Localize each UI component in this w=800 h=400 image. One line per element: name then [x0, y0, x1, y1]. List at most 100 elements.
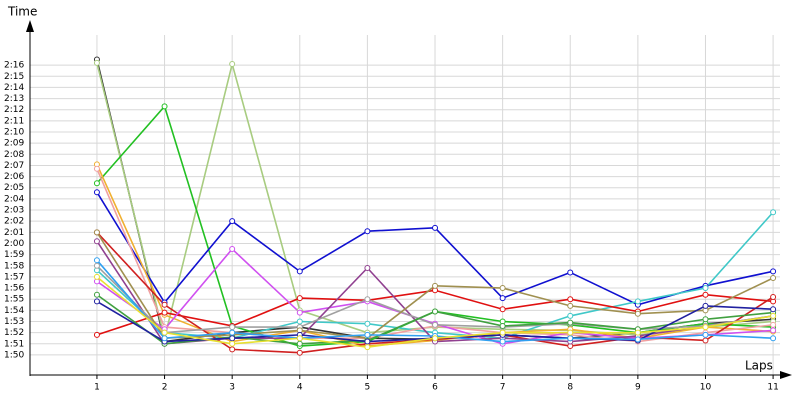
point: [364, 331, 371, 338]
y-tick-label: 2:04: [4, 194, 24, 204]
point: [702, 316, 709, 323]
y-tick-label: 2:03: [4, 206, 24, 216]
point: [229, 324, 236, 331]
y-tick-label: 1:52: [4, 328, 24, 338]
y-tick-label: 2:12: [4, 105, 24, 115]
point: [499, 295, 506, 302]
y-tick-label: 2:16: [4, 61, 24, 71]
point: [567, 302, 574, 309]
y-tick-label: 2:10: [4, 128, 24, 138]
y-tick-label: 1:53: [4, 317, 24, 327]
point: [296, 340, 303, 347]
point: [93, 291, 100, 298]
point: [93, 59, 100, 66]
point: [702, 291, 709, 298]
x-tick-label: 4: [297, 383, 303, 393]
x-tick-label: 5: [365, 383, 371, 393]
point: [229, 218, 236, 225]
point: [432, 282, 439, 289]
point: [229, 346, 236, 353]
y-tick-label: 2:00: [4, 239, 24, 249]
point: [161, 335, 168, 342]
point: [432, 335, 439, 342]
point: [93, 238, 100, 245]
x-tick-label: 9: [635, 383, 641, 393]
y-tick-label: 2:15: [4, 72, 24, 82]
point: [634, 336, 641, 343]
point: [432, 321, 439, 328]
point: [567, 329, 574, 336]
point: [296, 335, 303, 342]
point: [634, 329, 641, 336]
point: [364, 296, 371, 303]
point: [364, 264, 371, 271]
point: [229, 340, 236, 347]
x-axis-title: Laps: [745, 359, 773, 373]
y-tick-label: 1:55: [4, 295, 24, 305]
point: [634, 310, 641, 317]
y-tick-label: 1:57: [4, 272, 24, 282]
point: [770, 327, 777, 334]
point: [702, 302, 709, 309]
y-tick-label: 2:06: [4, 172, 24, 182]
point: [634, 298, 641, 305]
y-tick-label: 1:56: [4, 284, 24, 294]
y-axis-title: Time: [7, 5, 37, 19]
point: [93, 189, 100, 196]
point: [702, 285, 709, 292]
y-tick-label: 2:09: [4, 139, 24, 149]
y-tick-label: 2:11: [4, 116, 24, 126]
x-tick-label: 2: [162, 383, 168, 393]
point: [229, 61, 236, 68]
x-tick-label: 1: [94, 383, 100, 393]
point: [499, 329, 506, 336]
point: [161, 301, 168, 308]
point: [161, 329, 168, 336]
y-tick-label: 1:54: [4, 306, 24, 316]
point: [432, 224, 439, 231]
point: [702, 324, 709, 331]
point: [432, 308, 439, 315]
x-axis-arrow: [780, 371, 792, 379]
point: [770, 209, 777, 216]
point: [702, 337, 709, 344]
point: [296, 295, 303, 302]
point: [499, 322, 506, 329]
y-tick-label: 1:58: [4, 261, 24, 271]
point: [567, 335, 574, 342]
y-tick-label: 2:01: [4, 228, 24, 238]
y-tick-label: 2:07: [4, 161, 24, 171]
point: [770, 293, 777, 300]
y-tick-label: 2:13: [4, 94, 24, 104]
point: [770, 335, 777, 342]
point: [364, 320, 371, 327]
point: [499, 338, 506, 345]
point: [770, 321, 777, 328]
point: [364, 228, 371, 235]
x-tick-label: 7: [500, 383, 506, 393]
point: [93, 229, 100, 236]
point: [229, 246, 236, 253]
y-tick-label: 2:08: [4, 150, 24, 160]
y-tick-label: 1:59: [4, 250, 24, 260]
point: [567, 312, 574, 319]
x-tick-label: 10: [700, 383, 712, 393]
x-tick-label: 11: [767, 383, 778, 393]
point: [702, 331, 709, 338]
point: [296, 318, 303, 325]
point: [93, 257, 100, 264]
y-tick-label: 1:50: [4, 350, 24, 360]
point: [93, 273, 100, 280]
point: [770, 268, 777, 275]
point: [770, 312, 777, 319]
y-tick-label: 2:05: [4, 183, 24, 193]
point: [567, 269, 574, 276]
point: [364, 344, 371, 351]
y-tick-label: 1:51: [4, 339, 24, 349]
point: [499, 285, 506, 292]
point: [93, 180, 100, 187]
point: [93, 165, 100, 172]
x-tick-label: 6: [432, 383, 438, 393]
point: [161, 103, 168, 110]
